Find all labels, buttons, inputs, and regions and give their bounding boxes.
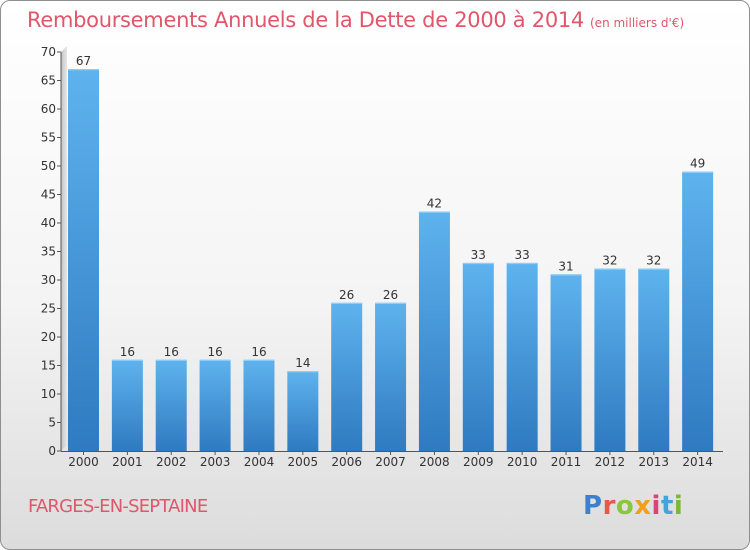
x-tick-label: 2005 (288, 455, 319, 469)
x-tick-label: 2010 (507, 455, 538, 469)
y-tick-label: 60 (41, 102, 56, 116)
bar (375, 302, 407, 451)
y-tick-label: 0 (48, 444, 56, 458)
y-tick-label: 30 (41, 273, 56, 287)
data-label: 16 (251, 345, 266, 359)
data-label: 16 (120, 345, 135, 359)
logo-letter: i (673, 491, 684, 521)
x-tick-label: 2009 (463, 455, 494, 469)
data-label: 16 (207, 345, 222, 359)
bar (594, 268, 626, 451)
y-tick-label: 5 (48, 416, 56, 430)
data-label: 16 (164, 345, 179, 359)
x-tick-label: 2013 (638, 455, 669, 469)
x-tick-label: 2006 (331, 455, 362, 469)
bar (155, 359, 187, 451)
data-label: 33 (471, 248, 486, 262)
bars-layer (68, 69, 714, 451)
y-tick-label: 10 (41, 387, 56, 401)
x-tick-label: 2008 (419, 455, 450, 469)
bar (682, 171, 714, 451)
data-label: 49 (690, 157, 705, 171)
bar (111, 359, 143, 451)
bar-top-edge (111, 359, 143, 361)
data-label: 33 (515, 248, 530, 262)
logo-letter: o (615, 491, 635, 521)
chart-title-text: Remboursements Annuels de la Dette de 20… (27, 8, 584, 32)
y-tick-label: 70 (41, 45, 56, 59)
data-label: 26 (339, 288, 354, 302)
bar-top-edge (638, 268, 670, 270)
logo-letter: t (660, 491, 674, 521)
bar (418, 211, 450, 451)
bar-top-edge (287, 371, 319, 373)
logo-letter: x (634, 491, 652, 521)
data-label: 31 (558, 259, 573, 273)
bar-top-edge (462, 262, 494, 265)
y-tick-label: 50 (41, 159, 56, 173)
bar (638, 268, 670, 451)
x-tick-label: 2007 (375, 455, 406, 469)
bar (287, 371, 319, 451)
y-tick-label: 45 (41, 188, 56, 202)
bar-top-edge (331, 302, 363, 304)
bar-top-edge (68, 69, 99, 71)
logo-letter: P (583, 491, 603, 521)
axis-layer: 0 5 10 15 20 25 30 35 40 45 50 55 60 65 70 (41, 45, 723, 458)
y-tick-label: 55 (41, 131, 56, 145)
bar (506, 262, 538, 451)
bar (462, 262, 494, 451)
x-tick-label: 2002 (156, 455, 187, 469)
bar-top-edge (418, 211, 450, 213)
data-label: 26 (383, 288, 398, 302)
x-tick-label: 2014 (682, 455, 713, 469)
bar-top-edge (506, 262, 538, 265)
bar (243, 359, 275, 451)
data-label: 42 (427, 197, 442, 211)
y-tick-label: 35 (41, 245, 56, 259)
bar (199, 359, 231, 451)
data-label: 67 (76, 54, 91, 68)
x-tick-label: 2003 (200, 455, 231, 469)
bar-top-edge (594, 268, 626, 270)
proxiti-logo: Proxiti (583, 491, 683, 521)
x-tick-label: 2012 (595, 455, 626, 469)
x-tick-label: 2004 (244, 455, 275, 469)
bar-top-edge (682, 171, 714, 173)
bar (68, 69, 99, 451)
logo-letter: r (602, 491, 616, 521)
labels-layer: 67 2000 16 2001 16 2002 16 2003 16 2004 14 2005 26 20… (68, 54, 713, 469)
y-tick-label: 25 (41, 302, 56, 316)
bar-top-edge (155, 359, 187, 361)
y-tick-label: 15 (41, 359, 56, 373)
data-label: 32 (646, 254, 661, 268)
x-tick-label: 2001 (112, 455, 143, 469)
y-tick-label: 20 (41, 330, 56, 344)
bar-top-edge (199, 359, 231, 361)
logo-letter: i (651, 491, 661, 521)
bar (550, 274, 582, 451)
bar-top-edge (243, 359, 275, 361)
x-tick-label: 2011 (551, 455, 582, 469)
y-tick-label: 40 (41, 216, 56, 230)
chart-title: Remboursements Annuels de la Dette de 20… (27, 8, 684, 32)
chart-unit: (en milliers d'€) (590, 16, 685, 30)
data-label: 32 (602, 254, 617, 268)
x-tick-label: 2000 (68, 455, 99, 469)
bar (331, 302, 363, 451)
data-label: 14 (295, 356, 310, 370)
bar-top-edge (550, 274, 582, 276)
y-tick-label: 65 (41, 74, 56, 88)
bar-top-edge (375, 302, 407, 304)
commune-name: FARGES-EN-SEPTAINE (28, 496, 208, 517)
axis-wall (61, 46, 67, 451)
